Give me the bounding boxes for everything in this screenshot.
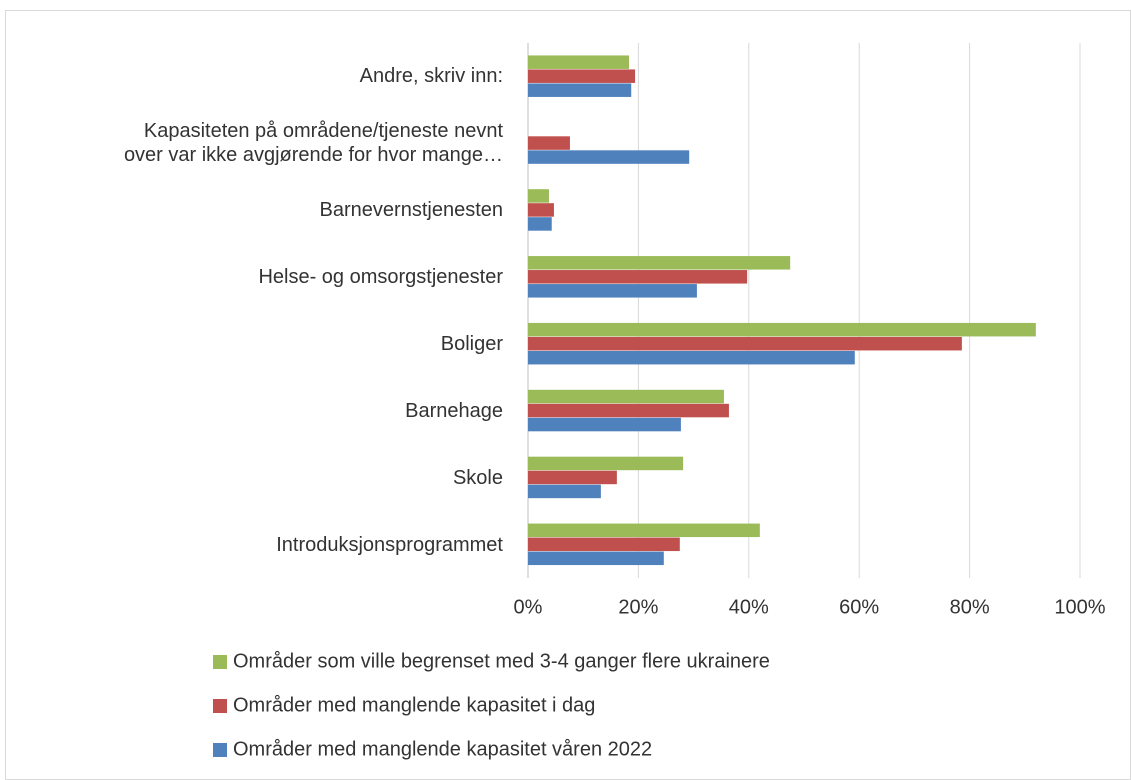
legend-swatch — [213, 655, 227, 669]
bar — [528, 217, 552, 231]
bar — [528, 322, 1036, 337]
y-tick-label: Introduksjonsprogrammet — [276, 533, 503, 556]
x-tick-label: 40% — [729, 596, 769, 618]
bar — [528, 189, 549, 203]
y-tick-label: Skole — [452, 466, 503, 489]
bar — [528, 470, 617, 485]
bar — [528, 350, 855, 365]
bar — [528, 523, 760, 538]
y-tick-label: Helse- og omsorgstjenester — [258, 266, 503, 289]
bar — [528, 551, 664, 566]
bar — [528, 136, 570, 150]
legend-swatch — [213, 699, 227, 713]
legend-label: Områder som ville begrenset med 3-4 gang… — [233, 650, 770, 672]
bar — [528, 456, 684, 471]
legend-label: Områder med manglende kapasitet våren 20… — [233, 738, 652, 760]
bar — [528, 203, 554, 217]
x-tick-label: 100% — [1054, 596, 1105, 618]
bar — [528, 256, 791, 270]
bar — [528, 284, 697, 298]
legend-swatch — [213, 743, 227, 757]
bar — [528, 336, 962, 351]
x-tick-label: 60% — [839, 596, 879, 618]
bar — [528, 537, 680, 552]
legend-label: Områder med manglende kapasitet i dag — [233, 694, 595, 716]
bar — [528, 403, 729, 418]
bar — [528, 417, 681, 432]
y-tick-label: Barnevernstjenesten — [319, 199, 503, 222]
y-tick-label: Boliger — [440, 332, 503, 355]
bar — [528, 389, 724, 404]
y-tick-label: Barnehage — [405, 399, 503, 422]
bar — [528, 69, 636, 83]
y-tick-label: Andre, skriv inn: — [359, 65, 503, 88]
bar — [528, 55, 630, 69]
bar — [528, 83, 632, 97]
bar — [528, 270, 748, 284]
bar — [528, 150, 690, 164]
y-tick-label: Kapasiteten på områdene/tjeneste nevnt o… — [123, 120, 503, 167]
bar — [528, 484, 601, 499]
x-tick-label: 0% — [514, 596, 543, 618]
x-tick-label: 80% — [950, 596, 990, 618]
x-tick-label: 20% — [618, 596, 658, 618]
